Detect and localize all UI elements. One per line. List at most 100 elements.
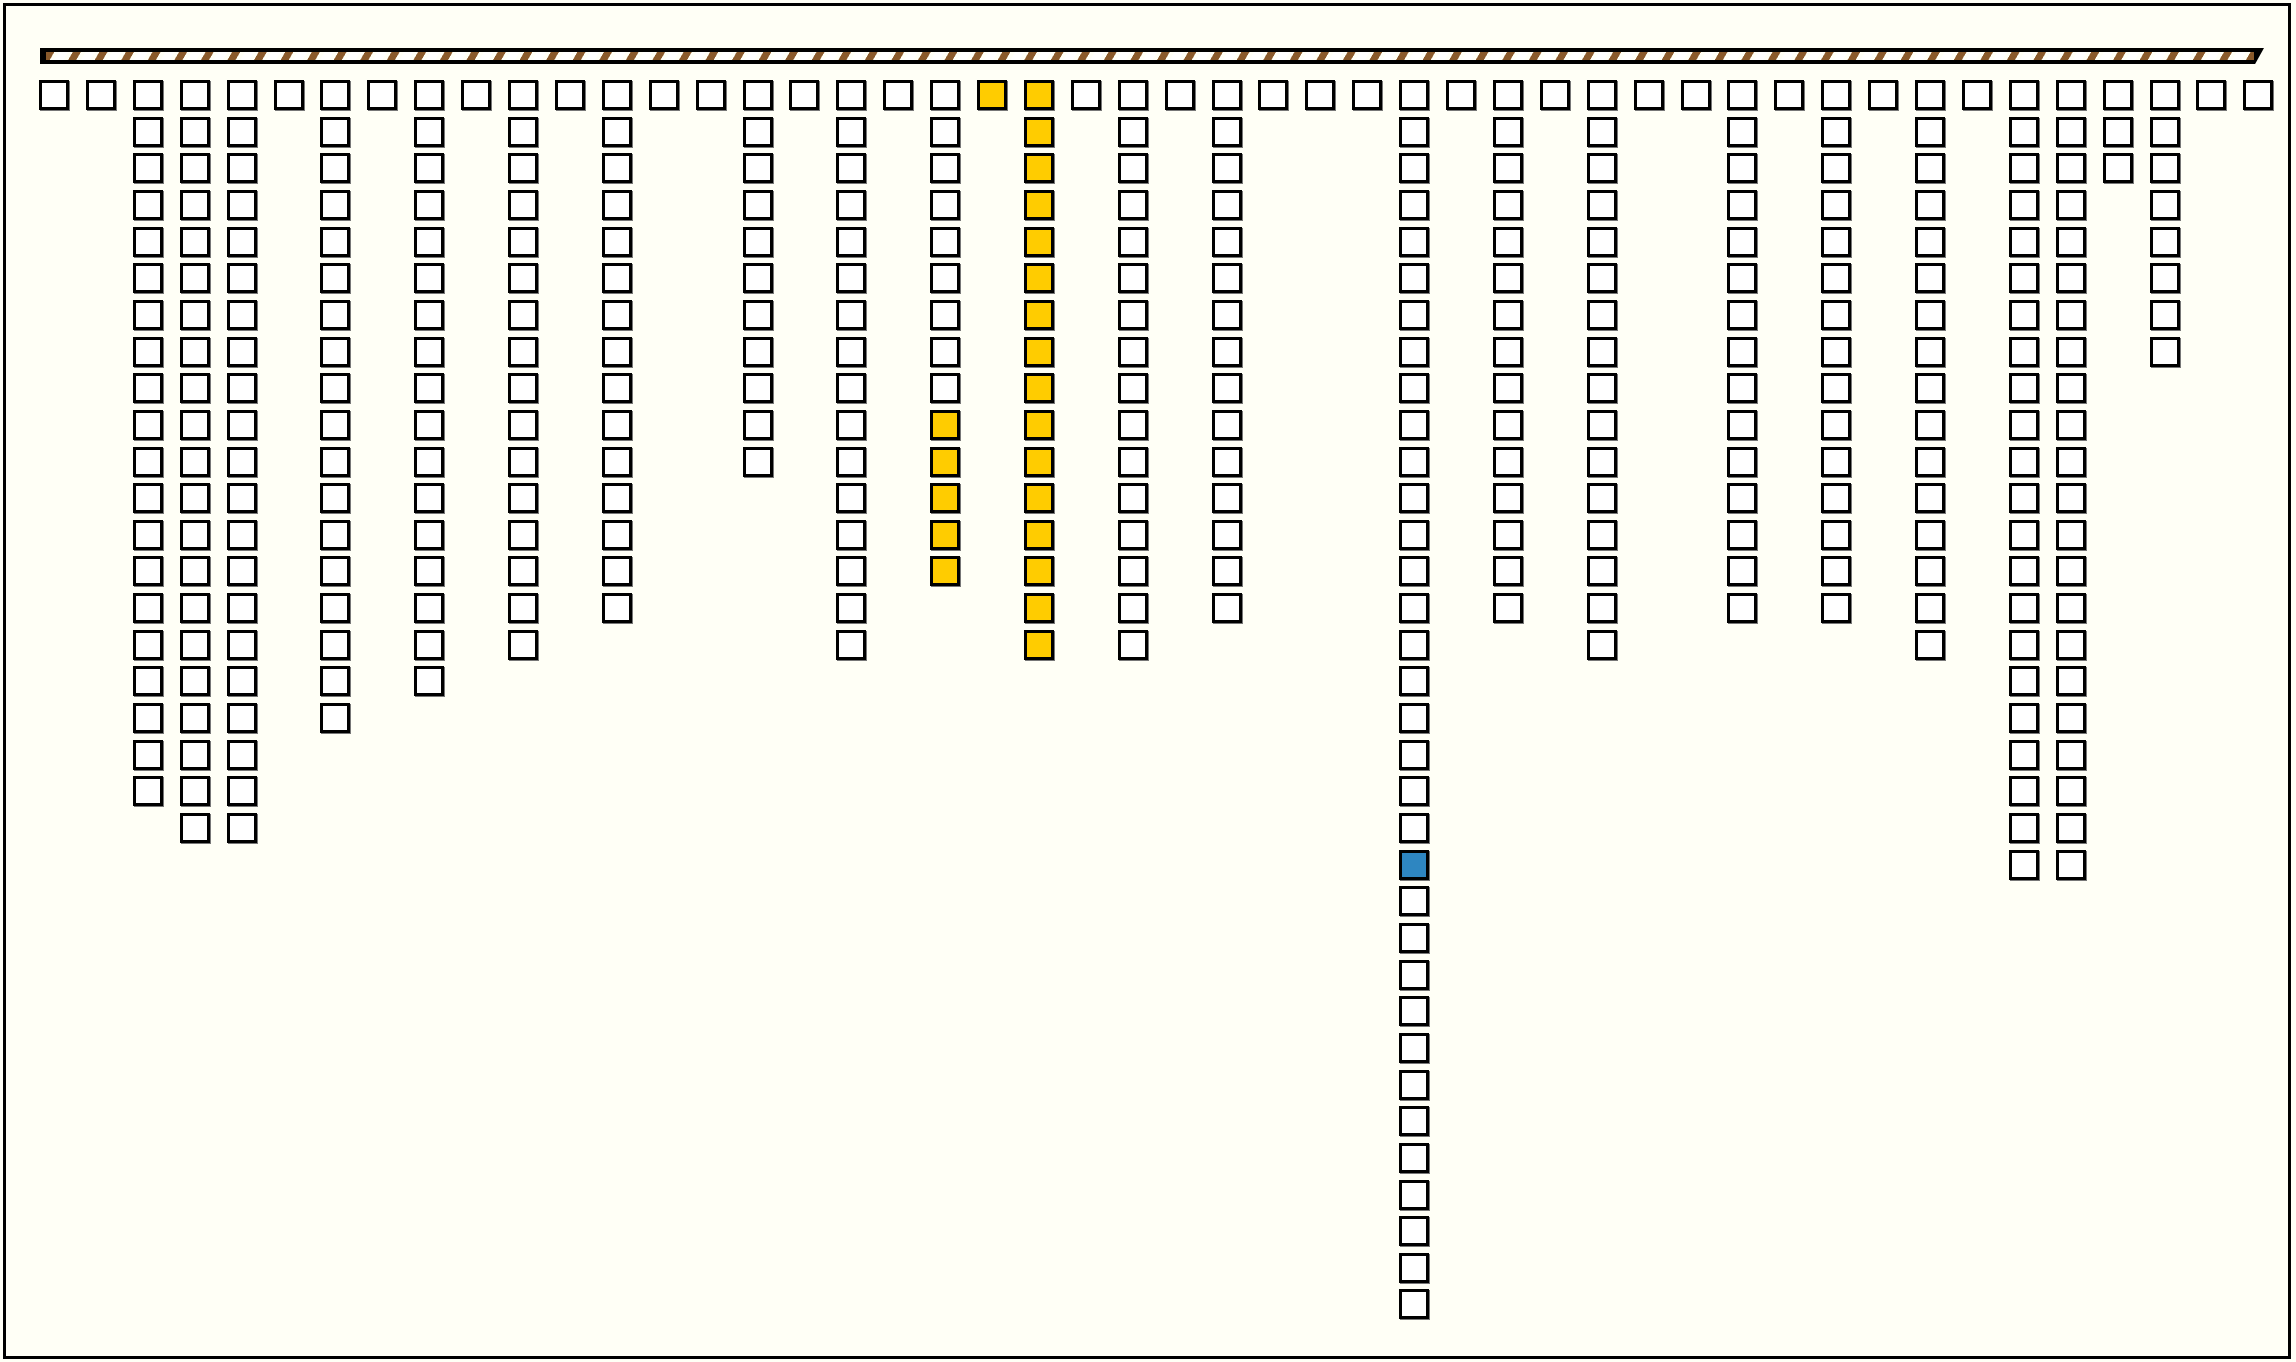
block[interactable] bbox=[1446, 80, 1476, 110]
block[interactable] bbox=[2009, 850, 2039, 880]
block[interactable] bbox=[180, 410, 210, 440]
block[interactable] bbox=[133, 556, 163, 586]
block[interactable] bbox=[1915, 190, 1945, 220]
block[interactable] bbox=[2056, 556, 2086, 586]
block[interactable] bbox=[2056, 666, 2086, 696]
block[interactable] bbox=[1587, 80, 1617, 110]
block[interactable] bbox=[1212, 117, 1242, 147]
block[interactable] bbox=[508, 117, 538, 147]
block[interactable] bbox=[461, 80, 491, 110]
block[interactable] bbox=[1212, 300, 1242, 330]
block[interactable] bbox=[1399, 740, 1429, 770]
block[interactable] bbox=[836, 190, 866, 220]
block[interactable] bbox=[1118, 153, 1148, 183]
block[interactable] bbox=[2056, 373, 2086, 403]
block[interactable] bbox=[2056, 776, 2086, 806]
block[interactable] bbox=[1727, 447, 1757, 477]
block[interactable] bbox=[836, 153, 866, 183]
block[interactable] bbox=[1493, 593, 1523, 623]
block[interactable] bbox=[2009, 80, 2039, 110]
block[interactable] bbox=[1821, 556, 1851, 586]
block[interactable] bbox=[414, 227, 444, 257]
block[interactable] bbox=[2009, 593, 2039, 623]
block[interactable] bbox=[1399, 80, 1429, 110]
block[interactable] bbox=[930, 373, 960, 403]
block[interactable] bbox=[180, 666, 210, 696]
block[interactable] bbox=[602, 153, 632, 183]
block[interactable] bbox=[836, 337, 866, 367]
block[interactable] bbox=[1587, 483, 1617, 513]
block[interactable] bbox=[836, 447, 866, 477]
block[interactable] bbox=[180, 300, 210, 330]
block[interactable] bbox=[2056, 740, 2086, 770]
block[interactable] bbox=[602, 447, 632, 477]
block[interactable] bbox=[508, 593, 538, 623]
block[interactable] bbox=[1493, 300, 1523, 330]
block[interactable] bbox=[789, 80, 819, 110]
block[interactable] bbox=[508, 263, 538, 293]
block[interactable] bbox=[1212, 80, 1242, 110]
block[interactable] bbox=[2009, 776, 2039, 806]
block[interactable] bbox=[180, 337, 210, 367]
block[interactable] bbox=[1821, 410, 1851, 440]
block[interactable] bbox=[602, 190, 632, 220]
block[interactable] bbox=[2056, 300, 2086, 330]
block[interactable] bbox=[414, 410, 444, 440]
block[interactable] bbox=[1399, 886, 1429, 916]
block[interactable] bbox=[2009, 190, 2039, 220]
block[interactable] bbox=[133, 410, 163, 440]
block[interactable] bbox=[930, 300, 960, 330]
block[interactable] bbox=[1821, 263, 1851, 293]
block[interactable] bbox=[602, 373, 632, 403]
block[interactable] bbox=[1118, 447, 1148, 477]
block[interactable] bbox=[2009, 740, 2039, 770]
block[interactable] bbox=[1118, 80, 1148, 110]
block[interactable] bbox=[508, 520, 538, 550]
block[interactable] bbox=[1493, 117, 1523, 147]
block[interactable] bbox=[1118, 483, 1148, 513]
block[interactable] bbox=[1493, 483, 1523, 513]
block[interactable] bbox=[1727, 593, 1757, 623]
block[interactable] bbox=[508, 300, 538, 330]
block[interactable] bbox=[1915, 520, 1945, 550]
block[interactable] bbox=[836, 556, 866, 586]
block[interactable] bbox=[1915, 300, 1945, 330]
block[interactable] bbox=[1118, 227, 1148, 257]
block[interactable] bbox=[2009, 337, 2039, 367]
block[interactable] bbox=[180, 813, 210, 843]
block[interactable] bbox=[180, 227, 210, 257]
block[interactable] bbox=[2009, 300, 2039, 330]
block[interactable] bbox=[180, 80, 210, 110]
yellow-block[interactable] bbox=[1024, 153, 1054, 183]
block[interactable] bbox=[1399, 263, 1429, 293]
yellow-block[interactable] bbox=[1024, 117, 1054, 147]
block[interactable] bbox=[180, 447, 210, 477]
block[interactable] bbox=[2243, 80, 2273, 110]
blue-block[interactable] bbox=[1399, 850, 1429, 880]
block[interactable] bbox=[696, 80, 726, 110]
block[interactable] bbox=[1587, 190, 1617, 220]
block[interactable] bbox=[930, 153, 960, 183]
block[interactable] bbox=[2150, 117, 2180, 147]
block[interactable] bbox=[180, 703, 210, 733]
yellow-block[interactable] bbox=[1024, 520, 1054, 550]
yellow-block[interactable] bbox=[1024, 410, 1054, 440]
block[interactable] bbox=[2150, 80, 2180, 110]
block[interactable] bbox=[1493, 556, 1523, 586]
block[interactable] bbox=[1212, 593, 1242, 623]
block[interactable] bbox=[1915, 80, 1945, 110]
yellow-block[interactable] bbox=[1024, 373, 1054, 403]
block[interactable] bbox=[743, 80, 773, 110]
block[interactable] bbox=[2009, 666, 2039, 696]
block[interactable] bbox=[1118, 300, 1148, 330]
block[interactable] bbox=[180, 373, 210, 403]
block[interactable] bbox=[1493, 80, 1523, 110]
block[interactable] bbox=[1212, 556, 1242, 586]
block[interactable] bbox=[1399, 153, 1429, 183]
block[interactable] bbox=[320, 703, 350, 733]
block[interactable] bbox=[1493, 447, 1523, 477]
block[interactable] bbox=[133, 80, 163, 110]
block[interactable] bbox=[133, 740, 163, 770]
block[interactable] bbox=[1962, 80, 1992, 110]
block[interactable] bbox=[1915, 117, 1945, 147]
